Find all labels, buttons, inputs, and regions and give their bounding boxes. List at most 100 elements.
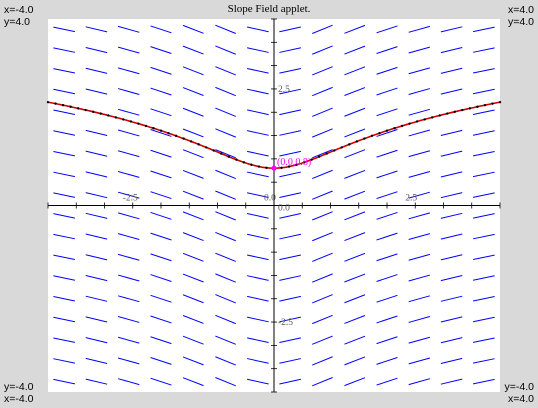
slope-segment [376, 211, 398, 220]
slope-segment [117, 108, 140, 116]
slope-segment [344, 107, 366, 117]
slope-segment [247, 233, 269, 240]
slope-segment [440, 171, 463, 178]
slope-segment [182, 128, 204, 138]
slope-segment [408, 274, 431, 282]
slope-segment [117, 357, 140, 365]
slope-segment [440, 254, 463, 261]
slope-segment [85, 316, 108, 323]
slope-segment [182, 87, 204, 96]
x-tick-label: 2.5 [405, 194, 417, 204]
slope-segment [247, 130, 269, 136]
solution-point [107, 114, 110, 117]
slope-segment [312, 128, 333, 138]
slope-segment [408, 191, 431, 199]
slope-segment [85, 171, 108, 178]
solution-point [461, 108, 464, 112]
slope-segment [247, 150, 269, 157]
slope-segment [344, 87, 366, 96]
slope-segment [182, 45, 204, 55]
slope-segment [215, 211, 236, 221]
slope-segments-layer [53, 24, 495, 387]
slope-segment [408, 378, 431, 386]
slope-segment [344, 273, 366, 283]
slope-segment [279, 254, 301, 261]
y-tick-label: 0.0 [278, 204, 290, 214]
slope-segment [53, 171, 76, 178]
slope-segment [376, 66, 398, 75]
slope-segment [53, 88, 76, 95]
slope-segment [344, 252, 366, 262]
slope-segment [53, 337, 76, 343]
slope-segment [408, 108, 431, 116]
slope-segment [215, 169, 236, 180]
slope-segment [117, 150, 140, 158]
slope-segment [376, 315, 398, 324]
slope-segment [312, 252, 333, 262]
slope-segment [440, 337, 463, 344]
axes-layer [47, 18, 501, 393]
slope-segment [408, 357, 431, 365]
solution-point [129, 120, 133, 123]
y-tick-label: 2.5 [278, 85, 290, 95]
slope-segment [472, 192, 495, 198]
solution-curve-layer [46, 100, 502, 171]
solution-point [325, 152, 328, 155]
solution-point [393, 127, 396, 130]
slope-segment [53, 68, 76, 74]
slope-segment [85, 357, 108, 364]
slope-segment [472, 358, 495, 364]
slope-segment [150, 149, 172, 158]
slope-segment [85, 26, 108, 33]
slope-segment [440, 150, 463, 157]
solution-point [438, 114, 441, 117]
slope-segment [182, 252, 204, 262]
solution-point [363, 137, 366, 140]
slope-segment [344, 169, 366, 179]
solution-point [61, 103, 65, 107]
slope-segment [215, 252, 236, 262]
slope-segment [344, 377, 366, 387]
solution-point [159, 129, 163, 132]
slope-segment [150, 315, 172, 324]
slope-segment [440, 295, 463, 302]
labels-layer: -2.5 0.0 2.5 2.5 0.0 -2.5 (0.0,0.8) [123, 85, 418, 328]
slope-segment [215, 377, 236, 387]
slope-segment [440, 378, 463, 385]
slope-segment [376, 170, 398, 179]
solution-point [431, 116, 434, 119]
slope-segment [85, 295, 108, 302]
slope-segment [215, 45, 236, 55]
slope-segment [472, 213, 495, 219]
solution-point [468, 107, 472, 110]
slope-segment [150, 46, 172, 55]
solution-point [220, 152, 223, 155]
slope-segment [344, 315, 366, 324]
slope-segment [408, 88, 431, 95]
slope-segment [53, 254, 76, 261]
slope-segment [344, 66, 366, 76]
solution-point [370, 134, 374, 138]
slope-segment [279, 213, 301, 219]
slope-segment [344, 294, 366, 304]
slope-segment [182, 24, 204, 34]
solution-point [491, 102, 494, 105]
slope-segment [312, 335, 333, 345]
solution-point [400, 124, 404, 128]
solution-point [378, 132, 381, 135]
slope-segment [247, 213, 269, 219]
slope-segment [53, 275, 76, 281]
slope-segment [408, 170, 431, 178]
solution-point [310, 158, 313, 161]
slope-segment [150, 253, 172, 262]
solution-point [46, 100, 50, 104]
slope-segment [117, 129, 140, 137]
slope-segment [53, 150, 76, 157]
slope-segment [408, 129, 431, 137]
corner-top-left-x: x=-4.0 [4, 4, 34, 16]
solution-point [302, 161, 306, 164]
slope-segment [247, 295, 269, 302]
solution-point [189, 140, 193, 143]
slope-segment [53, 109, 76, 115]
